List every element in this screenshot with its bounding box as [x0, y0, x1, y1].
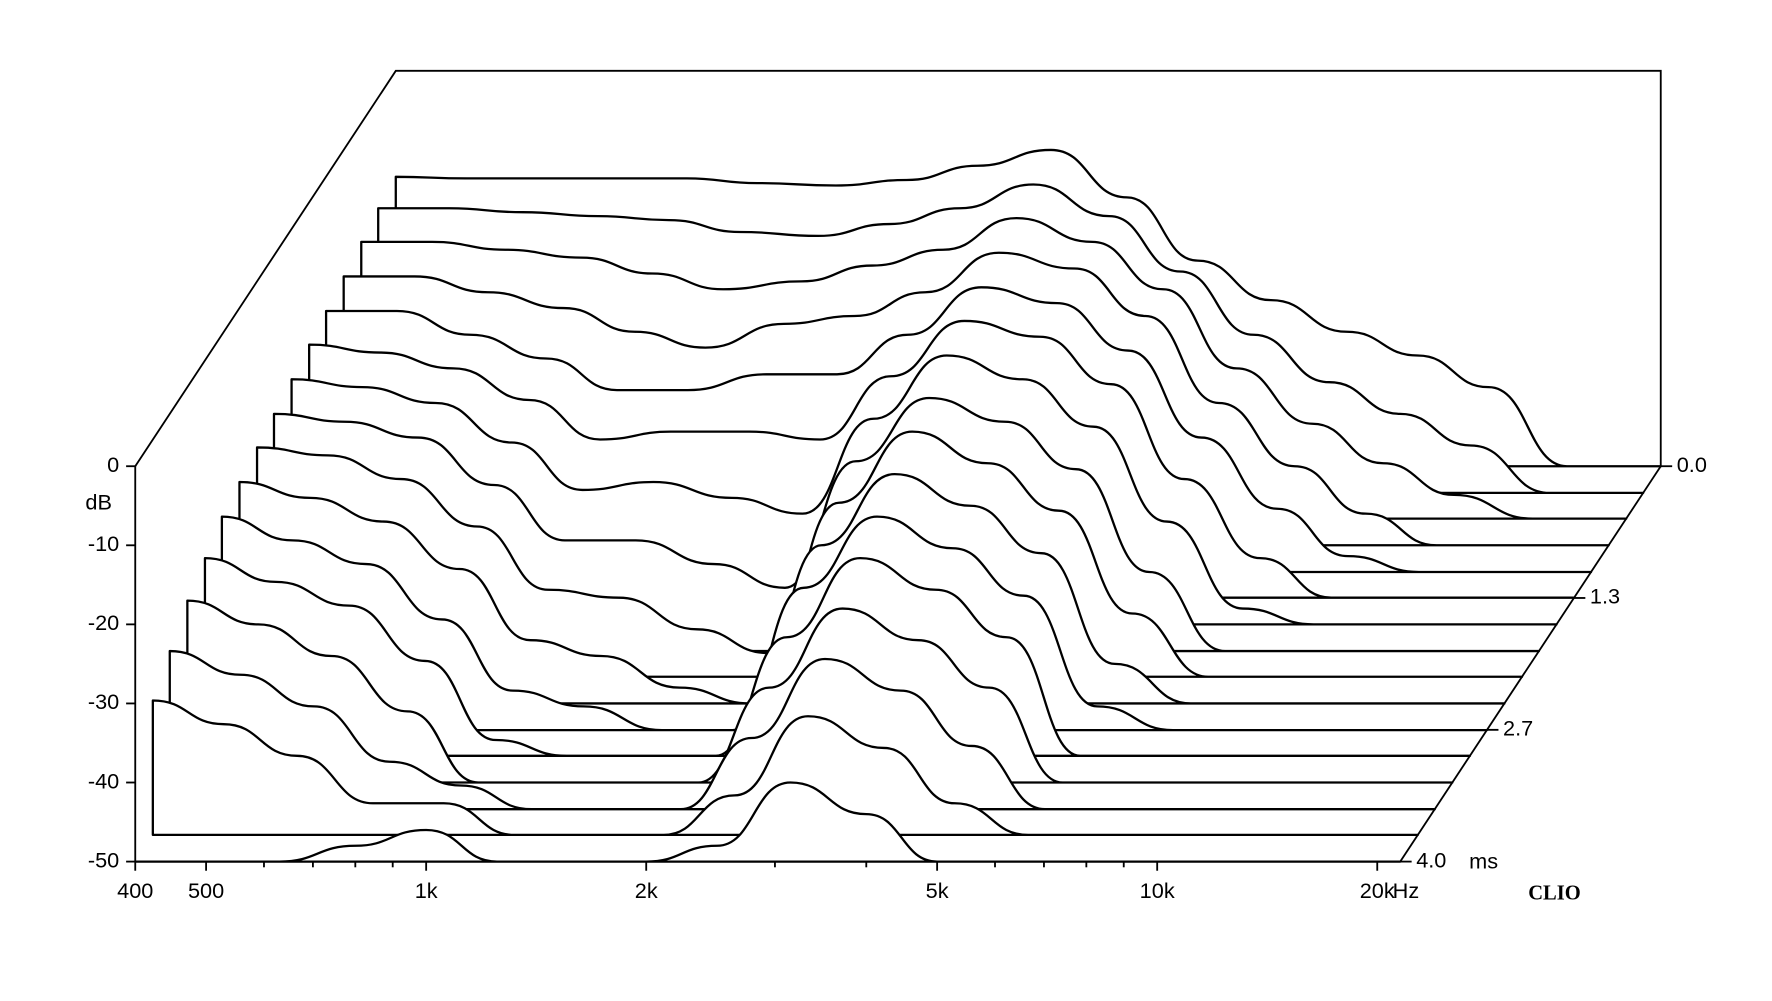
- x-tick-label: 2k: [635, 878, 658, 903]
- y-tick-label: -40: [88, 768, 119, 793]
- y-tick-label: -50: [88, 847, 119, 872]
- y-tick-label: -20: [88, 610, 119, 635]
- y-tick-label: -30: [88, 689, 119, 714]
- z-tick-label: 4.0: [1416, 847, 1446, 872]
- slice: [151, 699, 1419, 837]
- brand: CLIO: [1528, 882, 1581, 904]
- x-tick-label: 400: [117, 878, 153, 903]
- z-unit: ms: [1469, 848, 1498, 873]
- y-tick-label: 0: [107, 452, 119, 477]
- x-tick-label: 500: [188, 878, 224, 903]
- z-tick-label: 0.0: [1677, 452, 1707, 477]
- x-unit: Hz: [1393, 878, 1420, 903]
- z-tick-label: 1.3: [1590, 584, 1620, 609]
- x-tick-label: 10k: [1140, 878, 1175, 903]
- x-tick-label: 20k: [1360, 878, 1395, 903]
- y-axis-label: dB: [85, 490, 112, 515]
- slice: [134, 781, 1402, 863]
- x-tick-label: 5k: [926, 878, 949, 903]
- z-axis: [1399, 465, 1662, 863]
- z-tick-label: 2.7: [1503, 716, 1533, 741]
- y-tick-label: -10: [88, 531, 119, 556]
- x-tick-label: 1k: [415, 878, 438, 903]
- frame: [134, 69, 1662, 467]
